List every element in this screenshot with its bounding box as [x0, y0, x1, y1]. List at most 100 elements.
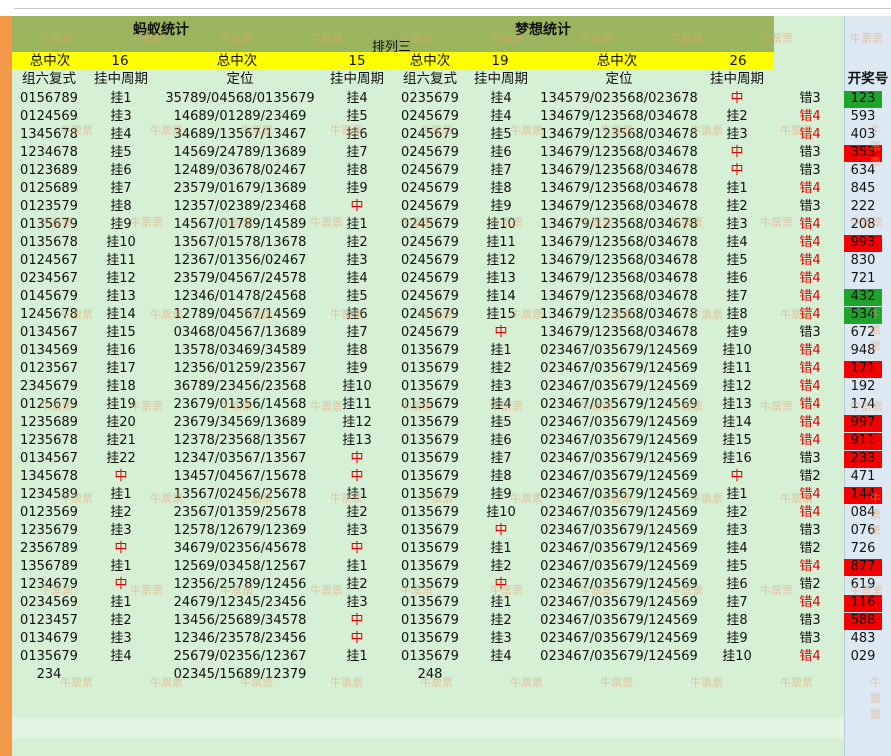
cell-cycle-2: 挂3: [346, 595, 368, 610]
watermark-text: 牛票票: [220, 216, 253, 229]
watermark-text: 牛票票: [690, 676, 723, 689]
draw-highlight: [844, 451, 882, 468]
cell-cycle-4: 挂1: [726, 181, 748, 196]
watermark-text: 牛票票: [510, 492, 543, 505]
watermark-text: 牛票票: [220, 584, 253, 597]
cell-miss-count: 错4: [799, 487, 821, 502]
cell-position-2: 023467/035679/124569: [540, 397, 698, 412]
cell-combo-1: 1245678: [20, 307, 78, 322]
cell-combo-2: 0245679: [401, 235, 459, 250]
watermark-text: 牛票票: [850, 584, 883, 597]
cell-combo-1: 0134679: [20, 631, 78, 646]
cell-combo-2: 0135679: [401, 523, 459, 538]
cell-position-1: 13456/25689/34578: [173, 613, 307, 628]
cell-cycle-1: 挂1: [110, 487, 132, 502]
cell-combo-2: 0135679: [401, 469, 459, 484]
cell-combo-1: 0124567: [20, 253, 78, 268]
cell-draw-number: 353: [850, 145, 876, 160]
cell-cycle-2: 挂10: [342, 379, 372, 394]
cell-miss-count: 错3: [799, 631, 821, 646]
cell-draw-number: 619: [850, 577, 876, 592]
watermark-text: 牛票票: [670, 216, 703, 229]
cell-cycle-2: 中: [350, 451, 364, 466]
cell-combo-1: 1234679: [20, 577, 78, 592]
cell-position-2: 023467/035679/124569: [540, 361, 698, 376]
cell-cycle-4: 挂7: [726, 595, 748, 610]
cell-combo-1: 1345678: [20, 469, 78, 484]
cell-cycle-3: 挂12: [486, 253, 516, 268]
cell-combo-2: 0245679: [401, 307, 459, 322]
cell-position-1: 03468/04567/13689: [173, 325, 307, 340]
title-left: 蚂蚁统计: [133, 22, 189, 38]
cell-cycle-1: 挂5: [110, 145, 132, 160]
summary-value-3: 19: [491, 53, 509, 69]
cell-position-1: 14689/01289/23469: [173, 109, 307, 124]
watermark-text: 牛票票: [330, 124, 363, 137]
cell-cycle-4: 挂13: [722, 397, 752, 412]
watermark-text: 牛票票: [150, 308, 183, 321]
cell-combo-1: 1356789: [20, 559, 78, 574]
cell-position-1: 12569/03458/12567: [173, 559, 307, 574]
cell-draw-number: 174: [850, 397, 876, 412]
cell-miss-count: 错4: [799, 505, 821, 520]
cell-cycle-4: 挂9: [726, 631, 748, 646]
cell-cycle-4: 挂8: [726, 613, 748, 628]
cell-cycle-4: 挂8: [726, 307, 748, 322]
header-cycle-4: 挂中周期: [710, 71, 764, 87]
watermark-text: 牛票票: [600, 308, 633, 321]
cell-combo-1: 2356789: [20, 541, 78, 556]
summary-band: [12, 52, 774, 70]
cell-cycle-4: 挂2: [726, 199, 748, 214]
draw-highlight: [844, 91, 882, 108]
cell-draw-number: 432: [850, 289, 876, 304]
cell-cycle-3: 挂11: [486, 235, 516, 250]
row-header-bar: [0, 16, 12, 756]
cell-draw-number: 483: [850, 631, 876, 646]
cell-position-2: 134679/123568/034678: [540, 289, 698, 304]
cell-cycle-1: 挂13: [106, 289, 136, 304]
watermark-text: 牛票票: [690, 308, 723, 321]
watermark-text: 牛票票: [330, 308, 363, 321]
watermark-text: 牛票票: [510, 124, 543, 137]
cell-draw-number: 076: [850, 523, 876, 538]
cell-miss-count: 错4: [799, 415, 821, 430]
header-cycle-2: 挂中周期: [330, 71, 384, 87]
cell-position-2: 023467/035679/124569: [540, 379, 698, 394]
watermark-text: 牛票票: [760, 400, 793, 413]
cell-combo-2: 0245679: [401, 271, 459, 286]
cell-position-2: 023467/035679/124569: [540, 415, 698, 430]
cell-miss-count: 错4: [799, 271, 821, 286]
cell-cycle-4: 挂3: [726, 127, 748, 142]
cell-combo-2: 0135679: [401, 361, 459, 376]
draw-highlight: [844, 487, 882, 504]
cell-position-2: 023467/035679/124569: [540, 487, 698, 502]
cell-cycle-4: 挂10: [722, 649, 752, 664]
cell-position-2: 134679/123568/034678: [540, 307, 698, 322]
cell-combo-1: 1235678: [20, 433, 78, 448]
watermark-text: 牛票票: [240, 676, 273, 689]
cell-position-2: 023467/035679/124569: [540, 343, 698, 358]
cell-cycle-3: 挂2: [490, 613, 512, 628]
watermark-text: 牛票票: [870, 124, 881, 169]
watermark-text: 牛票票: [580, 400, 613, 413]
cell-combo-2: 0135679: [401, 433, 459, 448]
summary-label-1: 总中次: [29, 53, 71, 69]
cell-position-2: 134679/123568/034678: [540, 163, 698, 178]
cell-position-1: 12356/25789/12456: [173, 577, 307, 592]
cell-draw-number: 588: [850, 613, 876, 628]
cell-combo-2: 0135679: [401, 451, 459, 466]
cell-miss-count: 错4: [799, 217, 821, 232]
cell-combo-2: 0245679: [401, 289, 459, 304]
cell-combo-1: 0123579: [20, 199, 78, 214]
cell-cycle-2: 挂8: [346, 343, 368, 358]
watermark-text: 牛票票: [490, 216, 523, 229]
cell-miss-count: 错4: [799, 109, 821, 124]
watermark-text: 牛票票: [150, 124, 183, 137]
cell-draw-number: 208: [850, 217, 876, 232]
watermark-text: 牛票票: [420, 124, 453, 137]
cell-draw-number: 911: [850, 433, 876, 448]
cell-cycle-2: 挂7: [346, 325, 368, 340]
cell-position-1: 23679/01356/14568: [173, 397, 307, 412]
data-grid: [12, 16, 844, 756]
cell-miss-count: 错4: [799, 253, 821, 268]
